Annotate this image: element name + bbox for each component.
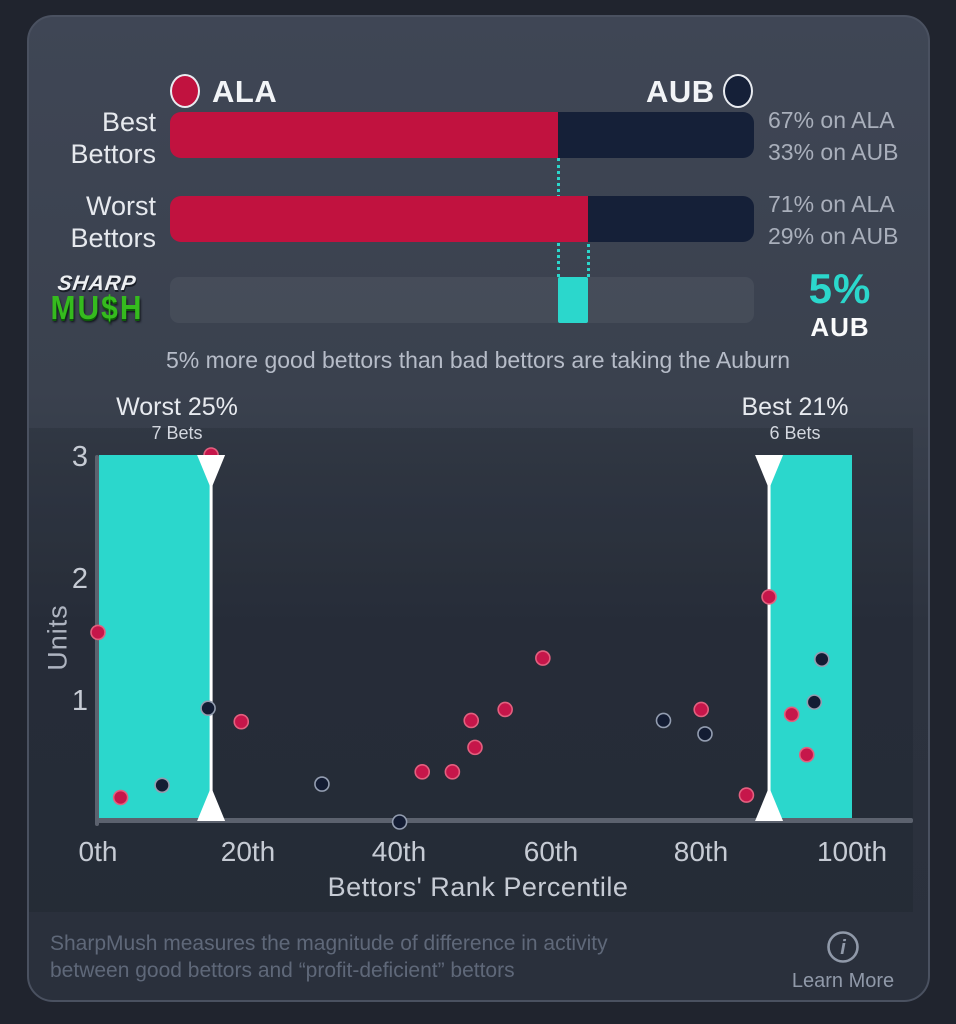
- best-bar-aub-segment: [558, 112, 754, 158]
- scatter-point-ala: [798, 746, 815, 763]
- band-triangle-bottom-worst: [197, 787, 226, 821]
- scatter-point-ala: [444, 764, 461, 780]
- scatter-point-ala: [761, 589, 777, 605]
- diff-value-label: 5%: [808, 265, 872, 312]
- diff-bar-teal-segment: [558, 277, 588, 323]
- xtick-100th: 100th: [816, 836, 888, 867]
- info-icon[interactable]: i: [826, 930, 860, 964]
- xtick-20th: 20th: [220, 836, 276, 867]
- xtick-40th: 40th: [371, 836, 427, 867]
- ala-legend-label: ALA: [212, 74, 278, 109]
- worst-boundary-dashed-line: [586, 244, 590, 277]
- scatter-point-ala: [497, 701, 513, 718]
- ala-legend-dot-icon: [170, 74, 200, 108]
- scatter-point-aub: [314, 776, 330, 792]
- footer-description: SharpMush measures the magnitude of diff…: [50, 932, 608, 982]
- worst-bettors-bar: [170, 196, 754, 242]
- y-axis-line: [95, 455, 99, 826]
- scatter-point-ala: [90, 624, 106, 641]
- scatter-point-aub: [391, 814, 408, 830]
- worst-bettors-pct-labels: 71% on ALA 29% on AUB: [768, 191, 899, 249]
- band-edge-line-worst: [209, 455, 213, 820]
- scatter-point-ala: [233, 713, 250, 730]
- scatter-point-ala: [112, 789, 129, 806]
- band-triangle-bottom-best: [755, 787, 784, 821]
- worst-band-subtitle: 7 Bets: [151, 423, 203, 443]
- scatter-point-ala: [463, 712, 480, 729]
- best-bar-ala-segment: [170, 112, 559, 158]
- scatter-point-aub: [154, 777, 170, 794]
- worst-band-title: Worst 25%: [116, 393, 238, 421]
- aub-legend-dot-icon: [723, 74, 753, 108]
- svg-text:i: i: [840, 937, 846, 959]
- scatter-point-ala: [738, 787, 755, 803]
- scatter-point-aub: [655, 712, 672, 729]
- worst-bar-aub-segment: [587, 196, 754, 242]
- aub-legend-label: AUB: [646, 74, 715, 109]
- highlight-band-worst: [99, 455, 212, 822]
- diff-bar-track: [170, 277, 754, 323]
- scatter-point-ala: [783, 706, 800, 723]
- logo-mush-text: MU$H: [50, 290, 144, 327]
- xtick-0th: 0th: [78, 836, 118, 867]
- best-band-subtitle: 6 Bets: [769, 423, 821, 443]
- scatter-point-aub: [697, 726, 713, 742]
- ytick-2: 2: [71, 563, 88, 595]
- worst-bettors-label: Worst Bettors: [70, 191, 156, 253]
- x-axis-title: Bettors' Rank Percentile: [327, 872, 629, 902]
- worst-bar-ala-segment: [170, 196, 588, 242]
- xtick-60th: 60th: [523, 836, 579, 867]
- band-triangle-top-best: [755, 455, 784, 489]
- scatter-point-ala: [414, 764, 431, 780]
- diff-team-label: AUB: [810, 312, 870, 342]
- scatter-point-ala: [467, 739, 483, 756]
- best-bettors-bar: [170, 112, 754, 158]
- scatter-point-aub: [200, 700, 216, 717]
- highlight-band-best: [770, 455, 852, 822]
- band-triangle-top-worst: [197, 455, 226, 489]
- best-band-title: Best 21%: [741, 393, 849, 421]
- summary-caption: 5% more good bettors than bad bettors ar…: [166, 347, 790, 373]
- learn-more-link[interactable]: Learn More: [791, 970, 895, 992]
- sharpmush-logo: SHARP MU$H: [36, 272, 158, 327]
- scatter-point-aub: [814, 651, 830, 668]
- best-bettors-pct-labels: 67% on ALA 33% on AUB: [768, 107, 899, 165]
- scatter-point-aub: [806, 694, 823, 710]
- ytick-1: 1: [71, 685, 88, 717]
- band-edge-line-best: [767, 455, 771, 820]
- best-bettors-label: Best Bettors: [70, 107, 156, 169]
- ytick-3: 3: [71, 441, 88, 473]
- xtick-80th: 80th: [673, 836, 729, 867]
- scatter-point-ala: [693, 701, 710, 718]
- x-axis-line: [95, 818, 913, 823]
- scatter-point-ala: [535, 650, 551, 666]
